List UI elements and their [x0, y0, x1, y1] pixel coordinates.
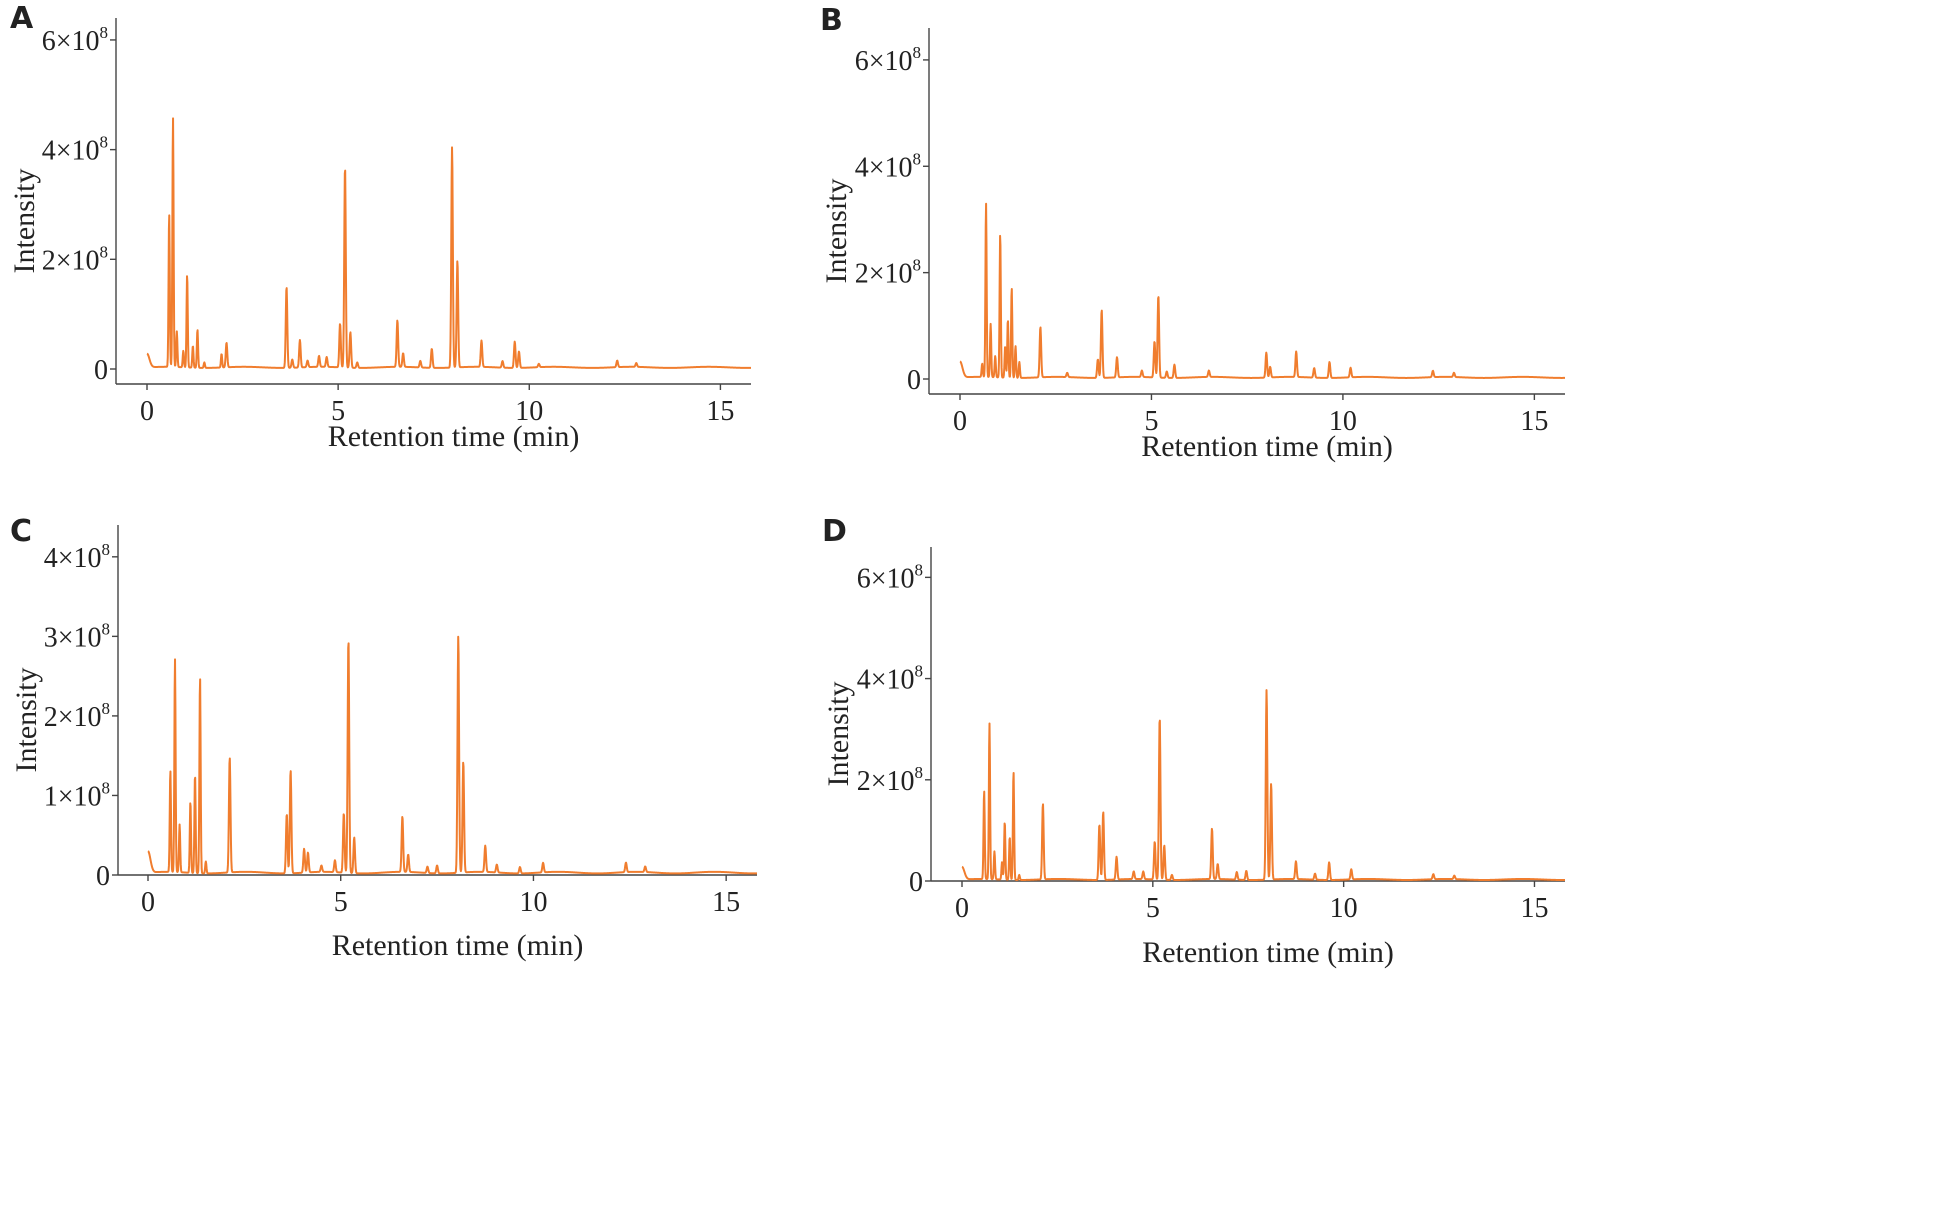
panel-letter: A — [10, 1, 34, 36]
x-axis-title: Retention time (min) — [332, 929, 584, 962]
x-tick-label: 10 — [1329, 406, 1357, 437]
chart-svg: A 0 2×108 4×108 6×108 0 5 10 15 Retention time (m… — [8, 1, 752, 453]
x-tick-label: 15 — [706, 396, 734, 427]
y-tick-label: 6×108 — [42, 23, 108, 57]
x-tick-label: 15 — [1520, 893, 1548, 924]
x-tick-label: 15 — [1520, 406, 1548, 437]
chromatogram-trace — [146, 117, 752, 369]
y-axis-title: Intensity — [8, 169, 41, 274]
chromatogram-panel-c: C 0 1×108 2×108 3×108 4×108 0 5 10 15 Retention ti… — [0, 508, 976, 1110]
x-tick-label: 0 — [141, 887, 155, 918]
chromatogram-trace — [959, 202, 1566, 379]
y-tick-label: 0 — [909, 867, 923, 898]
x-tick-label: 0 — [140, 396, 154, 427]
y-tick-label: 6×108 — [857, 560, 923, 594]
x-tick-label: 15 — [712, 887, 740, 918]
chart-svg: B 0 2×108 4×108 6×108 0 5 10 15 Retention time (m… — [820, 3, 1566, 463]
y-tick-label: 1×108 — [44, 778, 110, 812]
y-axis-title: Intensity — [822, 682, 855, 787]
chromatogram-trace — [147, 635, 758, 875]
y-axis-title: Intensity — [10, 668, 43, 773]
y-tick-label: 4×108 — [855, 149, 921, 183]
x-axis-title: Retention time (min) — [328, 420, 580, 453]
x-tick-label: 10 — [519, 887, 547, 918]
x-tick-label: 5 — [1146, 893, 1160, 924]
x-tick-label: 10 — [1330, 893, 1358, 924]
y-tick-label: 6×108 — [855, 43, 921, 77]
chromatogram-panel-a: A 0 2×108 4×108 6×108 0 5 10 15 Retention time (m… — [0, 0, 976, 602]
x-axis-title: Retention time (min) — [1142, 936, 1394, 969]
x-tick-label: 0 — [955, 893, 969, 924]
y-tick-label: 4×108 — [857, 662, 923, 696]
x-tick-label: 5 — [1144, 406, 1158, 437]
y-tick-label: 2×108 — [44, 699, 110, 733]
x-tick-label: 5 — [334, 887, 348, 918]
x-tick-label: 0 — [953, 406, 967, 437]
y-tick-label: 3×108 — [44, 619, 110, 653]
y-tick-label: 0 — [96, 861, 110, 892]
y-tick-label: 2×108 — [42, 242, 108, 276]
chart-svg: C 0 1×108 2×108 3×108 4×108 0 5 10 15 Retention ti… — [10, 514, 758, 962]
y-tick-label: 0 — [94, 355, 108, 386]
y-tick-label: 0 — [907, 365, 921, 396]
y-tick-label: 4×108 — [42, 133, 108, 167]
chart-svg: D 0 2×108 4×108 6×108 0 5 10 15 Retention time (m… — [822, 514, 1566, 969]
x-tick-label: 5 — [331, 396, 345, 427]
y-tick-label: 2×108 — [857, 763, 923, 797]
panel-letter: C — [10, 514, 32, 549]
chromatogram-trace — [961, 689, 1566, 881]
panel-letter: B — [820, 3, 843, 38]
panel-letter: D — [822, 514, 847, 549]
x-tick-label: 10 — [515, 396, 543, 427]
y-tick-label: 4×108 — [44, 540, 110, 574]
chromatogram-panel-d: D 0 2×108 4×108 6×108 0 5 10 15 Retention time (m… — [814, 508, 1790, 1110]
x-axis-title: Retention time (min) — [1141, 430, 1393, 463]
chromatogram-panel-b: B 0 2×108 4×108 6×108 0 5 10 15 Retention time (m… — [814, 0, 1790, 602]
y-axis-title: Intensity — [820, 179, 853, 284]
y-tick-label: 2×108 — [855, 256, 921, 290]
